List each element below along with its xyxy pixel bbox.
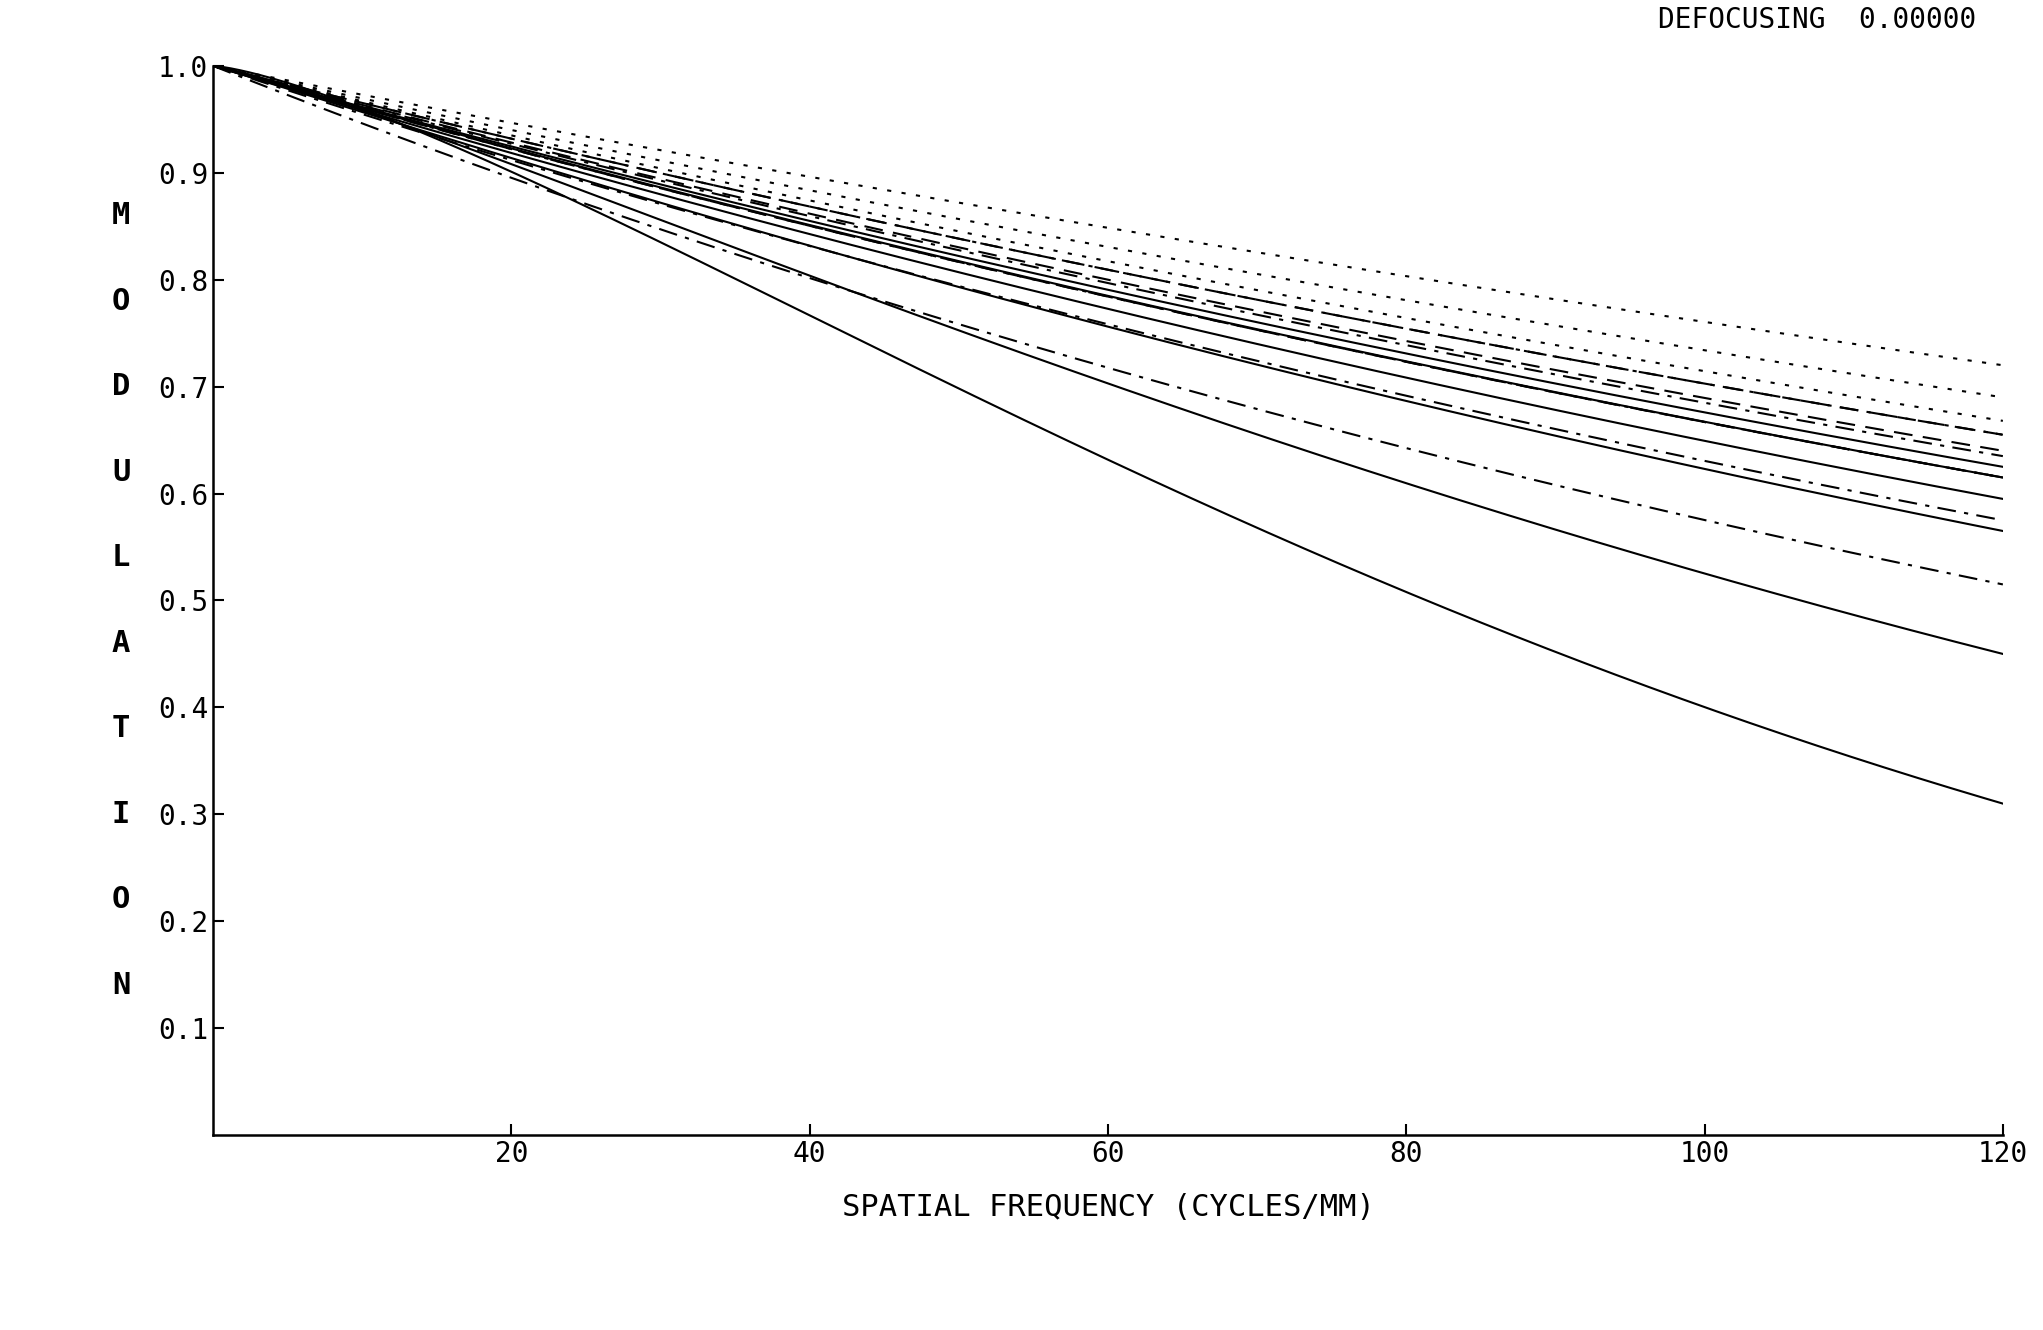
Text: N: N (112, 971, 131, 1000)
Text: M: M (112, 201, 131, 230)
X-axis label: SPATIAL FREQUENCY (CYCLES/MM): SPATIAL FREQUENCY (CYCLES/MM) (842, 1193, 1375, 1222)
Text: U: U (112, 458, 131, 487)
Text: A: A (112, 629, 131, 658)
Text: T: T (112, 714, 131, 743)
Text: O: O (112, 886, 131, 914)
Text: D: D (112, 372, 131, 402)
Text: DEFOCUSING  0.00000: DEFOCUSING 0.00000 (1657, 5, 1976, 33)
Text: O: O (112, 286, 131, 315)
Text: L: L (112, 543, 131, 572)
Text: I: I (112, 799, 131, 829)
